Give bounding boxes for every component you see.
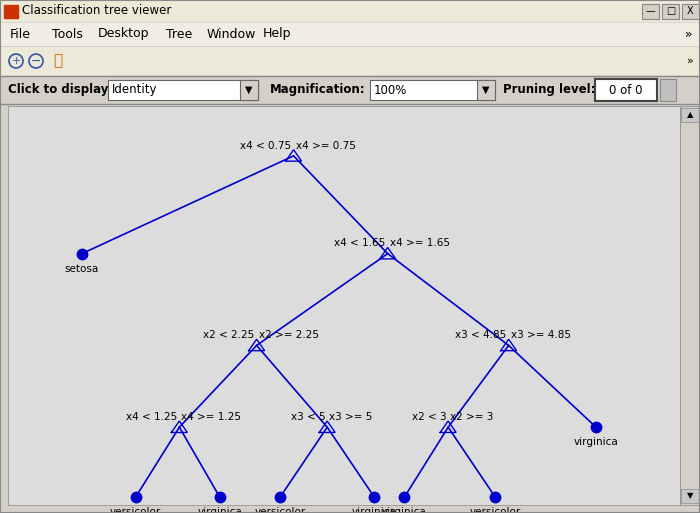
Text: x2 >= 3: x2 >= 3 — [450, 412, 494, 422]
Bar — [477, 80, 495, 100]
Text: »: » — [687, 56, 694, 66]
Bar — [0, 0, 700, 22]
Text: x3 < 5: x3 < 5 — [290, 412, 326, 422]
Text: Tools: Tools — [52, 28, 83, 41]
Text: versicolor: versicolor — [470, 507, 521, 513]
Bar — [682, 4, 699, 19]
Text: −: − — [31, 54, 41, 68]
Bar — [0, 46, 700, 76]
Text: Identity: Identity — [112, 84, 158, 96]
Text: ▼: ▼ — [482, 85, 490, 95]
Text: Window: Window — [207, 28, 256, 41]
Text: »: » — [685, 28, 692, 41]
Bar — [681, 108, 699, 122]
Bar — [108, 80, 258, 100]
Text: x2 < 3: x2 < 3 — [412, 412, 446, 422]
Text: x2 < 2.25: x2 < 2.25 — [204, 330, 255, 340]
Bar — [642, 4, 659, 19]
Text: File: File — [10, 28, 31, 41]
Bar — [0, 22, 700, 46]
Bar — [595, 79, 657, 101]
Bar — [662, 4, 679, 19]
Text: virginica: virginica — [197, 507, 242, 513]
Text: Tree: Tree — [166, 28, 193, 41]
Text: 0 of 0: 0 of 0 — [609, 84, 643, 96]
Text: —: — — [645, 6, 655, 16]
Text: x3 < 4.85: x3 < 4.85 — [456, 330, 507, 340]
Bar — [680, 106, 700, 505]
Text: versicolor: versicolor — [255, 507, 306, 513]
Text: versicolor: versicolor — [110, 507, 161, 513]
Text: Click to display:: Click to display: — [8, 84, 113, 96]
Bar — [240, 80, 258, 100]
Text: Magnification:: Magnification: — [270, 84, 365, 96]
Text: X: X — [687, 6, 694, 16]
Bar — [8, 106, 680, 505]
Bar — [4, 5, 18, 18]
Text: □: □ — [666, 6, 675, 16]
Text: x4 >= 1.25: x4 >= 1.25 — [181, 412, 242, 422]
Bar — [370, 80, 495, 100]
Text: Help: Help — [263, 28, 291, 41]
Text: x3 >= 4.85: x3 >= 4.85 — [510, 330, 570, 340]
Text: Desktop: Desktop — [98, 28, 150, 41]
Text: virginica: virginica — [352, 507, 397, 513]
Text: x4 < 1.25: x4 < 1.25 — [126, 412, 177, 422]
Text: x4 >= 1.65: x4 >= 1.65 — [390, 239, 449, 248]
Bar — [660, 79, 676, 101]
Text: ▼: ▼ — [245, 85, 253, 95]
Text: x4 < 0.75: x4 < 0.75 — [241, 141, 292, 151]
Text: setosa: setosa — [65, 264, 99, 273]
Text: x4 >= 0.75: x4 >= 0.75 — [295, 141, 356, 151]
Text: x3 >= 5: x3 >= 5 — [329, 412, 372, 422]
Text: ▲: ▲ — [687, 110, 693, 120]
Text: virginica: virginica — [573, 437, 618, 447]
Text: ▼: ▼ — [687, 491, 693, 501]
Text: x4 < 1.65: x4 < 1.65 — [335, 239, 386, 248]
Bar — [0, 76, 700, 104]
Text: +: + — [11, 56, 21, 66]
Text: Pruning level:: Pruning level: — [503, 84, 596, 96]
Text: x2 >= 2.25: x2 >= 2.25 — [258, 330, 318, 340]
Text: 100%: 100% — [374, 84, 407, 96]
Bar — [681, 489, 699, 503]
Text: virginica: virginica — [382, 507, 427, 513]
Text: Classification tree viewer: Classification tree viewer — [22, 5, 171, 17]
Text: ✋: ✋ — [53, 53, 62, 69]
